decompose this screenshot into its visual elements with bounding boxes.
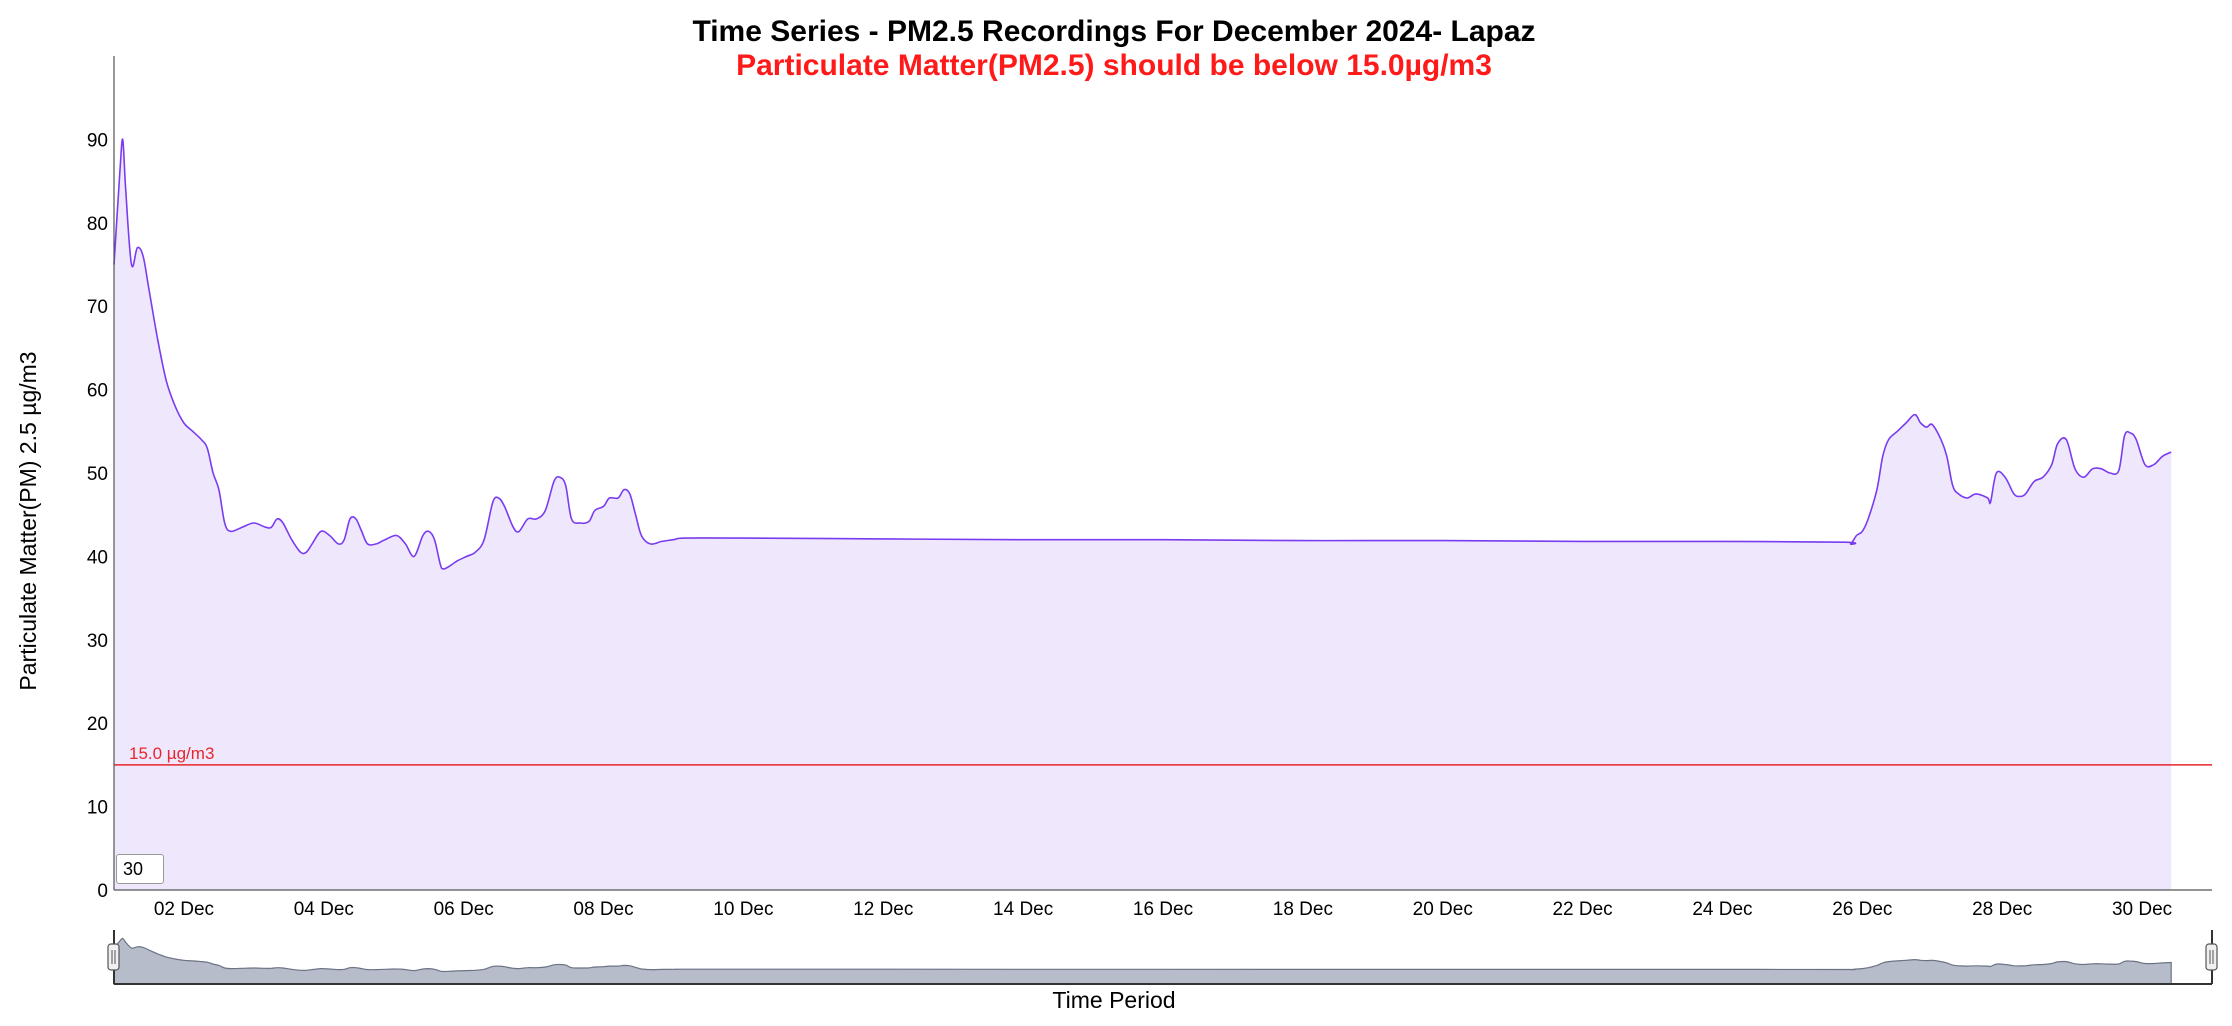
x-axis-label: Time Period	[1052, 987, 1175, 1013]
y-tick-label: 10	[87, 798, 108, 819]
y-axis-label: Particulate Matter(PM) 2.5 µg/m3	[15, 351, 41, 690]
x-tick-label: 10 Dec	[713, 899, 773, 920]
x-tick-label: 18 Dec	[1273, 899, 1333, 920]
navigator-left-handle[interactable]	[108, 944, 119, 970]
rolling-window-input[interactable]	[116, 854, 164, 884]
pm25-series-line	[114, 139, 2171, 569]
x-tick-label: 24 Dec	[1692, 899, 1752, 920]
chart-subtitle: Particulate Matter(PM2.5) should be belo…	[736, 49, 1492, 82]
threshold-label: 15.0 µg/m3	[129, 744, 214, 763]
navigator-right-handle[interactable]	[2206, 944, 2217, 970]
y-tick-label: 0	[97, 881, 108, 902]
x-tick-label: 28 Dec	[1972, 899, 2032, 920]
y-tick-label: 40	[87, 547, 108, 568]
x-tick-label: 14 Dec	[993, 899, 1053, 920]
range-navigator[interactable]	[108, 930, 2217, 984]
chart-title: Time Series - PM2.5 Recordings For Decem…	[692, 15, 1535, 48]
x-tick-label: 06 Dec	[434, 899, 494, 920]
y-tick-label: 30	[87, 631, 108, 652]
y-tick-label: 70	[87, 297, 108, 318]
x-tick-label: 26 Dec	[1832, 899, 1892, 920]
x-tick-label: 22 Dec	[1552, 899, 1612, 920]
y-tick-labels: 0 10 20 30 40 50 60 70 80 90	[87, 130, 108, 902]
plot-area: 15.0 µg/m3	[114, 139, 2212, 890]
x-tick-labels: 02 Dec 04 Dec 06 Dec 08 Dec 10 Dec 12 Dec 14 D…	[154, 899, 2172, 920]
x-tick-label: 30 Dec	[2112, 899, 2172, 920]
y-tick-label: 20	[87, 714, 108, 735]
x-tick-label: 16 Dec	[1133, 899, 1193, 920]
x-tick-label: 20 Dec	[1413, 899, 1473, 920]
x-tick-label: 12 Dec	[853, 899, 913, 920]
y-tick-label: 50	[87, 464, 108, 485]
pm25-area-fill	[114, 139, 2171, 890]
x-tick-label: 08 Dec	[573, 899, 633, 920]
y-tick-label: 80	[87, 214, 108, 235]
x-tick-label: 02 Dec	[154, 899, 214, 920]
y-tick-label: 60	[87, 381, 108, 402]
x-tick-label: 04 Dec	[294, 899, 354, 920]
y-tick-label: 90	[87, 130, 108, 151]
